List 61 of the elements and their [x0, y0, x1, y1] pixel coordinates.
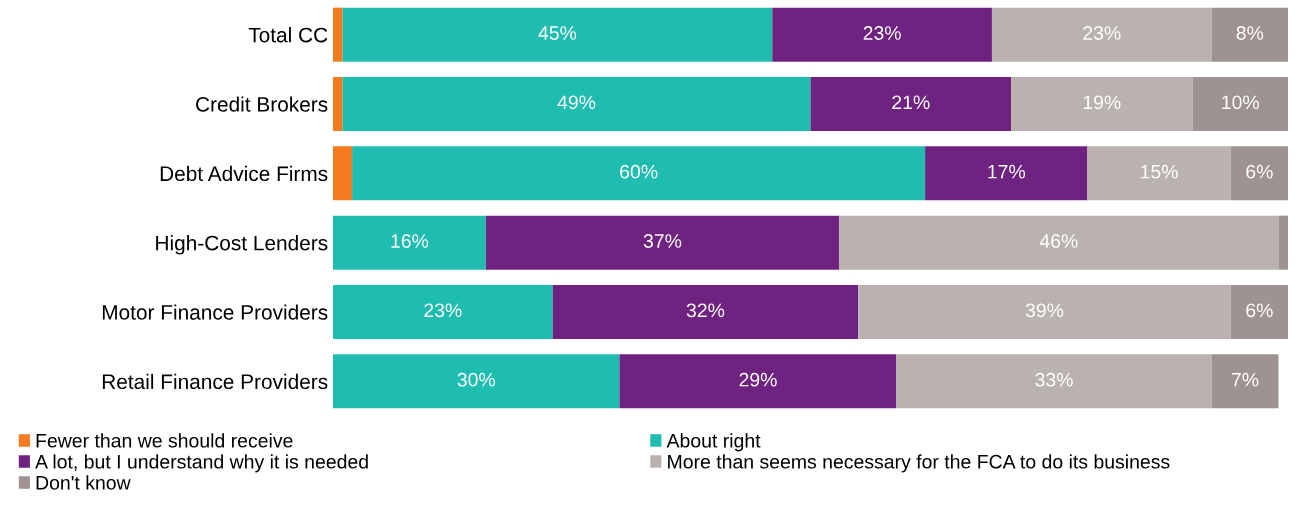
data-label: 19% [1083, 95, 1121, 110]
bar [1211, 7, 1288, 62]
data-label: 60% [620, 164, 658, 179]
bar [810, 76, 1012, 132]
bar [342, 7, 773, 62]
data-label: 46% [1039, 234, 1078, 248]
bar [1230, 146, 1288, 201]
bar [1211, 354, 1279, 409]
bar [839, 215, 1279, 270]
data-label: 6% [1246, 303, 1273, 318]
y-tick-label: Retail Finance Providers [102, 373, 328, 390]
data-label: 16% [391, 234, 429, 248]
legend-label: Don't know [36, 475, 131, 490]
bar [925, 146, 1088, 201]
bar [1011, 76, 1193, 132]
data-label: 15% [1141, 164, 1178, 179]
bar [619, 354, 897, 409]
data-label: 23% [863, 26, 901, 40]
data-label: 45% [538, 26, 577, 40]
bar [485, 215, 840, 270]
data-label: 30% [457, 372, 496, 387]
data-label: 39% [1025, 303, 1064, 318]
data-label: 10% [1222, 95, 1260, 110]
y-tick-label: Total CC [248, 27, 328, 43]
data-label: 6% [1246, 164, 1273, 179]
data-label: 32% [686, 303, 725, 318]
legend-label: A lot, but I understand why it is needed [35, 454, 368, 473]
y-tick-label: Motor Finance Providers [102, 304, 328, 320]
bar [333, 146, 353, 201]
bar [333, 354, 620, 409]
bar [333, 284, 553, 340]
y-tick-label: High-Cost Lenders [156, 235, 328, 255]
legend-label: About right [666, 433, 761, 452]
data-label: 8% [1236, 26, 1264, 40]
bar [333, 7, 343, 62]
bar [896, 354, 1212, 409]
bar [991, 7, 1212, 62]
bar [333, 76, 343, 132]
legend-label: Fewer than we should receive [36, 433, 293, 448]
data-label: 23% [1083, 26, 1121, 40]
data-label: 49% [557, 95, 596, 110]
bar [552, 284, 859, 340]
data-label: 7% [1231, 372, 1259, 387]
data-label: 23% [424, 303, 462, 318]
bar [1192, 76, 1288, 132]
y-tick-label: Credit Brokers [196, 96, 328, 112]
data-label: 21% [892, 95, 930, 110]
bar [858, 284, 1231, 340]
y-tick-label: Debt Advice Firms [160, 165, 328, 182]
legend-label: More than seems necessary for the FCA to do its business [668, 454, 1170, 473]
data-label: 37% [643, 234, 682, 248]
bar [772, 7, 992, 62]
bar [1087, 146, 1231, 201]
bar [342, 76, 811, 132]
data-label: 29% [739, 372, 777, 387]
bar [333, 215, 486, 270]
bar [1278, 215, 1288, 270]
data-label: 17% [988, 164, 1026, 179]
bar [352, 146, 926, 201]
data-label: 33% [1035, 372, 1073, 387]
bar [1230, 284, 1288, 340]
